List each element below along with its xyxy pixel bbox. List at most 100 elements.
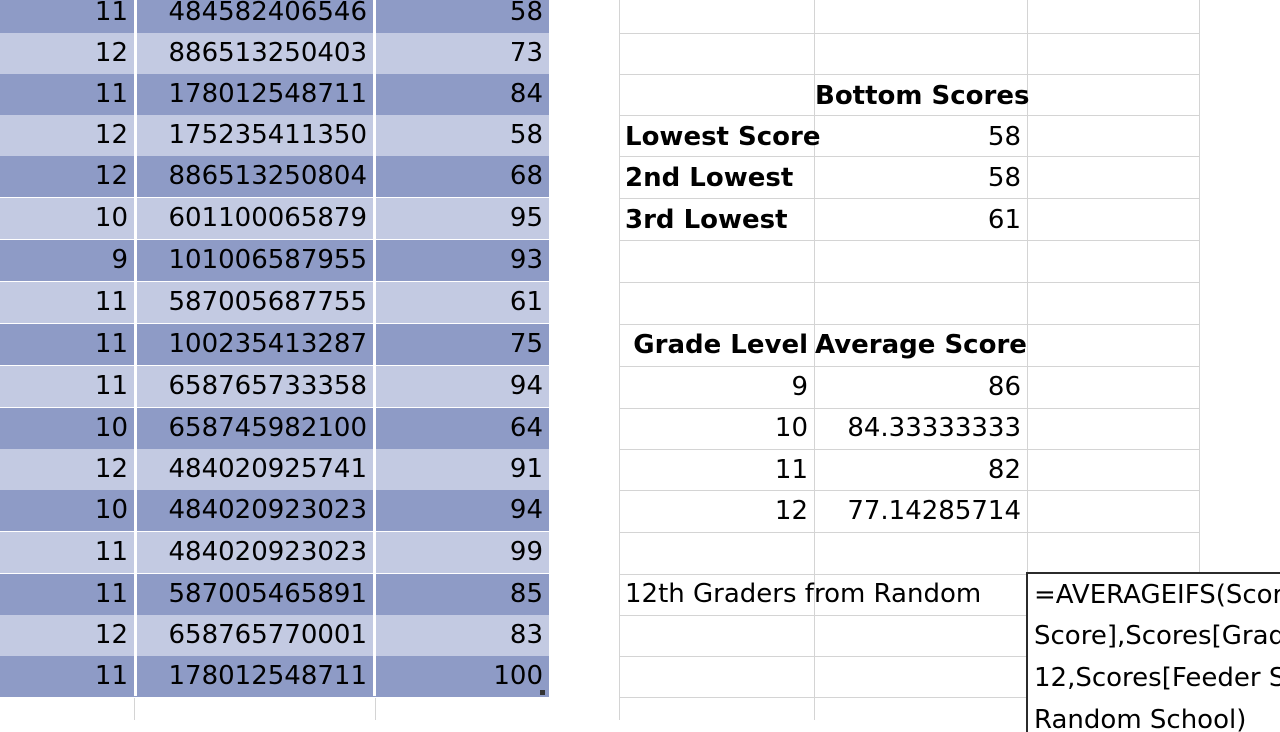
grid-line — [619, 574, 1200, 575]
average-score-header[interactable]: Average Score — [815, 330, 1027, 360]
student-id-cell[interactable]: 178012548711 — [168, 661, 367, 691]
score-cell[interactable]: 84 — [509, 79, 543, 109]
student-id-cell[interactable]: 587005465891 — [168, 579, 367, 609]
score-cell[interactable]: 68 — [509, 161, 543, 191]
grade-cell[interactable]: 12 — [94, 454, 128, 484]
grade-level-cell[interactable]: 12 — [774, 496, 808, 526]
student-id-cell[interactable]: 658765770001 — [168, 620, 367, 650]
grade-cell[interactable]: 12 — [94, 38, 128, 68]
table-row-band — [0, 366, 549, 407]
student-id-cell[interactable]: 886513250804 — [168, 161, 367, 191]
grade-level-cell[interactable]: 11 — [774, 455, 808, 485]
student-id-cell[interactable]: 100235413287 — [168, 329, 367, 359]
grade-cell[interactable]: 11 — [94, 537, 128, 567]
grid-line — [619, 198, 1200, 199]
second-lowest-value[interactable]: 58 — [987, 163, 1021, 193]
student-id-cell[interactable]: 587005687755 — [168, 287, 367, 317]
lowest-score-label[interactable]: Lowest Score — [625, 122, 821, 152]
score-cell[interactable]: 73 — [509, 38, 543, 68]
grid-line — [619, 115, 1200, 116]
score-cell[interactable]: 64 — [509, 413, 543, 443]
grid-line — [619, 366, 1200, 367]
twelfth-graders-label[interactable]: 12th Graders from Random — [625, 579, 982, 609]
score-cell[interactable]: 58 — [509, 120, 543, 150]
score-cell[interactable]: 93 — [509, 245, 543, 275]
table-row-band — [0, 156, 549, 197]
grid-line — [619, 449, 1200, 450]
table-row-band — [0, 0, 549, 33]
score-cell[interactable]: 58 — [509, 0, 543, 27]
grade-cell[interactable]: 11 — [94, 329, 128, 359]
score-cell[interactable]: 83 — [509, 620, 543, 650]
column-separator — [134, 0, 137, 696]
third-lowest-label[interactable]: 3rd Lowest — [625, 205, 788, 235]
grid-line — [1027, 0, 1028, 720]
student-id-cell[interactable]: 601100065879 — [168, 203, 367, 233]
student-id-cell[interactable]: 484020925741 — [168, 454, 367, 484]
grade-cell[interactable]: 11 — [94, 287, 128, 317]
student-id-cell[interactable]: 484020923023 — [168, 495, 367, 525]
grid-line — [134, 698, 135, 720]
table-row-band — [0, 656, 549, 697]
table-row-band — [0, 115, 549, 156]
table-row-band — [0, 408, 549, 449]
student-id-cell[interactable]: 886513250403 — [168, 38, 367, 68]
table-row-band — [0, 74, 549, 115]
grid-line — [619, 33, 1200, 34]
grade-cell[interactable]: 11 — [94, 371, 128, 401]
grade-cell[interactable]: 10 — [94, 495, 128, 525]
average-score-cell[interactable]: 84.33333333 — [847, 413, 1021, 443]
bottom-scores-header[interactable]: Bottom Scores — [815, 81, 1030, 111]
score-cell[interactable]: 61 — [509, 287, 543, 317]
grade-level-cell[interactable]: 9 — [791, 372, 808, 402]
grade-cell[interactable]: 11 — [94, 579, 128, 609]
grade-level-header[interactable]: Grade Level — [633, 330, 808, 360]
average-score-cell[interactable]: 77.14285714 — [847, 496, 1021, 526]
score-cell[interactable]: 100 — [493, 661, 543, 691]
table-row-band — [0, 532, 549, 573]
student-id-cell[interactable]: 484020923023 — [168, 537, 367, 567]
average-score-cell[interactable]: 82 — [987, 455, 1021, 485]
grade-cell[interactable]: 11 — [94, 79, 128, 109]
grade-cell[interactable]: 12 — [94, 120, 128, 150]
grid-line — [619, 282, 1200, 283]
student-id-cell[interactable]: 658765733358 — [168, 371, 367, 401]
formula-edit-cell[interactable]: =AVERAGEIFS(Scores[ Score],Scores[Grade … — [1026, 572, 1280, 732]
table-row-band — [0, 282, 549, 323]
table-row-band — [0, 490, 549, 531]
third-lowest-value[interactable]: 61 — [987, 205, 1021, 235]
grade-cell[interactable]: 10 — [94, 203, 128, 233]
student-id-cell[interactable]: 484582406546 — [168, 0, 367, 27]
grid-line — [619, 240, 1200, 241]
score-cell[interactable]: 75 — [509, 329, 543, 359]
table-resize-handle[interactable] — [540, 690, 545, 695]
grade-cell[interactable]: 11 — [94, 0, 128, 27]
grade-cell[interactable]: 11 — [94, 661, 128, 691]
lowest-score-value[interactable]: 58 — [987, 122, 1021, 152]
grid-line — [1199, 0, 1200, 720]
formula-line: Score],Scores[Grade — [1034, 621, 1280, 651]
grade-cell[interactable]: 9 — [111, 245, 128, 275]
student-id-cell[interactable]: 658745982100 — [168, 413, 367, 443]
score-cell[interactable]: 95 — [509, 203, 543, 233]
grade-level-cell[interactable]: 10 — [774, 413, 808, 443]
grade-cell[interactable]: 10 — [94, 413, 128, 443]
score-cell[interactable]: 94 — [509, 371, 543, 401]
table-row-band — [0, 33, 549, 74]
score-cell[interactable]: 94 — [509, 495, 543, 525]
table-row-band — [0, 240, 549, 281]
score-cell[interactable]: 85 — [509, 579, 543, 609]
grade-cell[interactable]: 12 — [94, 161, 128, 191]
student-id-cell[interactable]: 175235411350 — [168, 120, 367, 150]
student-id-cell[interactable]: 178012548711 — [168, 79, 367, 109]
second-lowest-label[interactable]: 2nd Lowest — [625, 163, 794, 193]
grid-line — [619, 615, 1200, 616]
grade-cell[interactable]: 12 — [94, 620, 128, 650]
grid-line — [619, 656, 1200, 657]
student-id-cell[interactable]: 101006587955 — [168, 245, 367, 275]
score-cell[interactable]: 99 — [509, 537, 543, 567]
grid-line — [619, 532, 1200, 533]
score-cell[interactable]: 91 — [509, 454, 543, 484]
average-score-cell[interactable]: 86 — [987, 372, 1021, 402]
